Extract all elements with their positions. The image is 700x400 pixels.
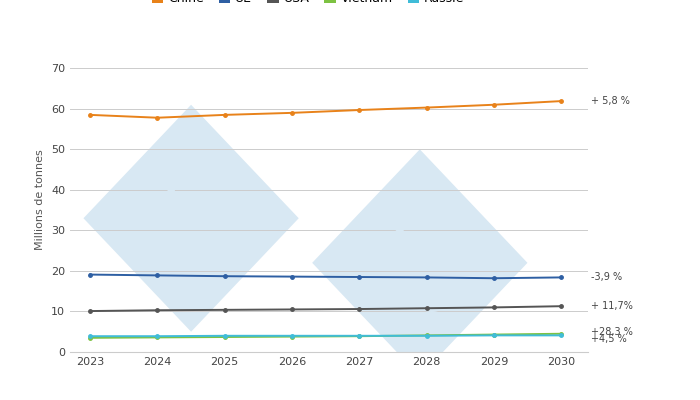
Legend: Chine, UE, USA, Vietnam, Russie: Chine, UE, USA, Vietnam, Russie xyxy=(147,0,470,10)
Y-axis label: Millions de tonnes: Millions de tonnes xyxy=(36,150,46,250)
Polygon shape xyxy=(83,105,299,332)
Text: + 5,8 %: + 5,8 % xyxy=(592,96,630,106)
Text: 3: 3 xyxy=(150,171,178,209)
Text: 3: 3 xyxy=(379,211,407,250)
Text: 3: 3 xyxy=(194,248,215,277)
Polygon shape xyxy=(312,149,528,376)
Text: + 11,7%: + 11,7% xyxy=(592,301,634,311)
Text: -3,9 %: -3,9 % xyxy=(592,272,622,282)
Text: 3: 3 xyxy=(423,289,444,318)
Text: +28,3 %: +28,3 % xyxy=(592,327,634,337)
Text: +4,5 %: +4,5 % xyxy=(592,334,627,344)
